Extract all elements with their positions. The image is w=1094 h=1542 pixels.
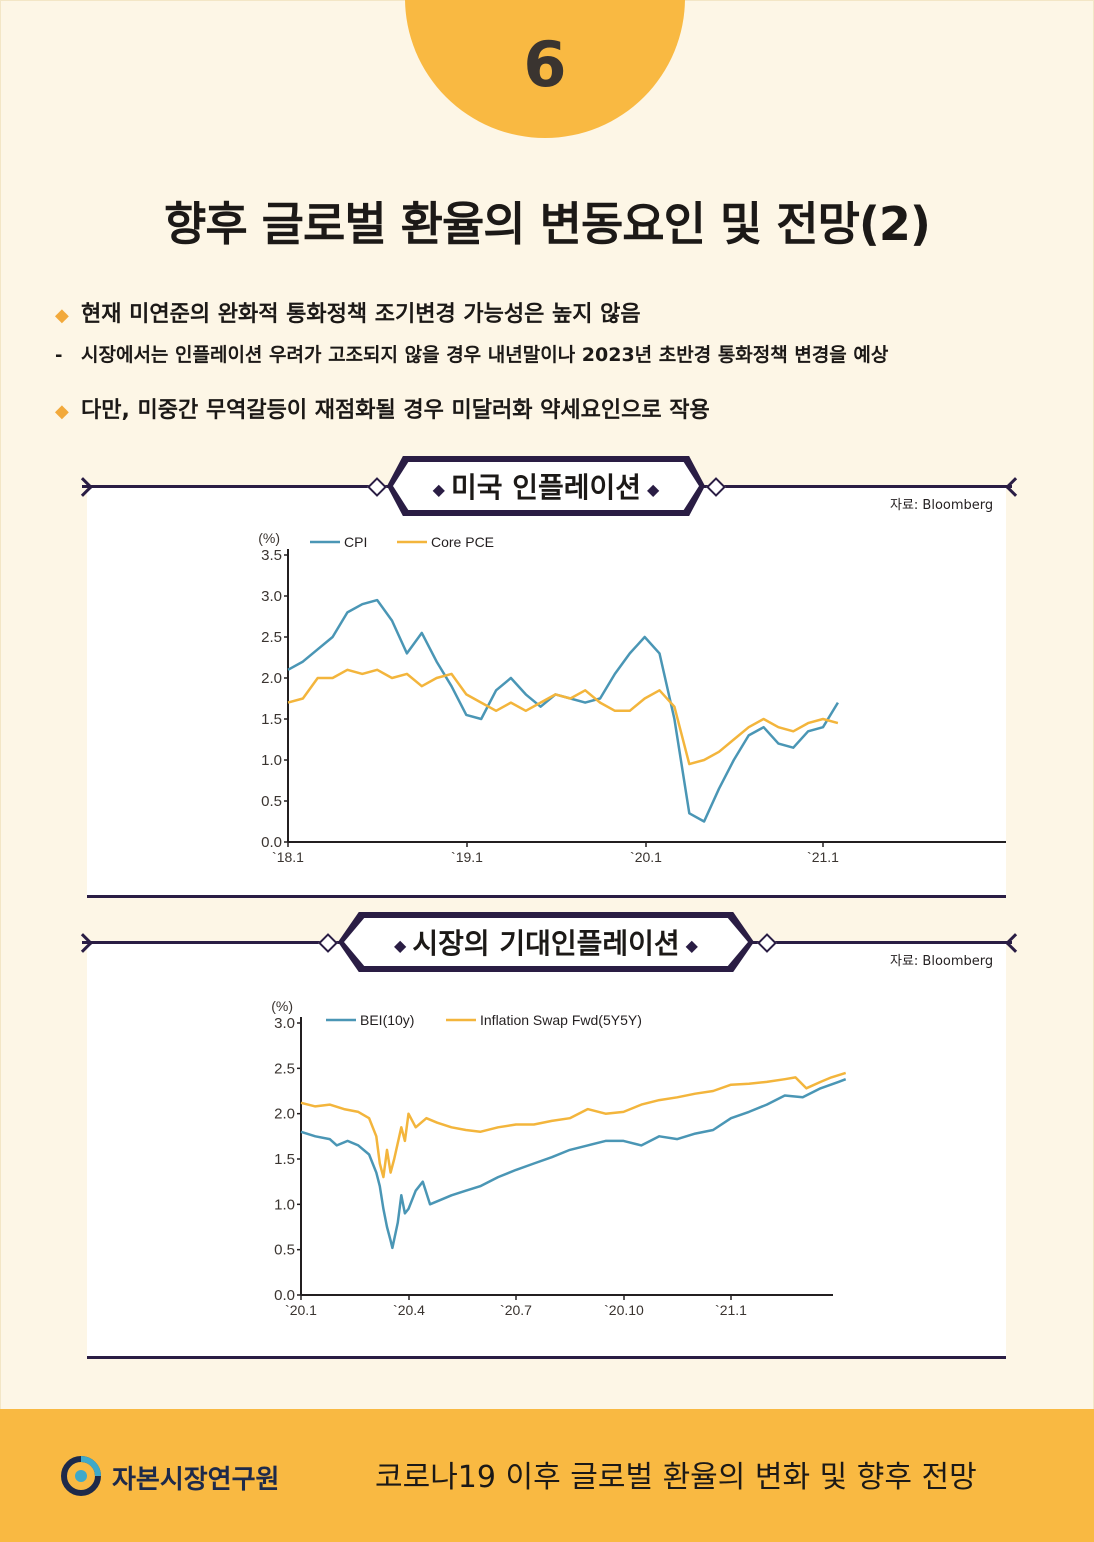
chart-title-tag-inner: [393, 462, 699, 510]
series-line-2: [287, 668, 839, 766]
x-tick-label: `21.1: [715, 1302, 747, 1318]
diamond-icon: ◆: [394, 935, 407, 955]
diamond-icon: ◆: [647, 479, 660, 499]
chart-panel-2: [87, 943, 1006, 1356]
chart-title-tag-inner: [344, 918, 748, 966]
y-tick-label: 3.5: [261, 547, 282, 564]
y-tick-label: 1.0: [261, 752, 282, 769]
x-tick-label: `20.1: [285, 1302, 317, 1318]
footer-bar: [0, 1409, 1094, 1542]
x-tick-label: `21.1: [807, 849, 839, 865]
chart-title-text: 미국 인플레이션: [450, 471, 642, 504]
chart-title-2: ◆ 시장의 기대인플레이션 ◆: [344, 922, 748, 962]
chart-title-1: ◆ 미국 인플레이션 ◆: [393, 466, 699, 506]
chart-panel-1: [87, 487, 1006, 895]
chart-title-text: 시장의 기대인플레이션: [412, 927, 680, 960]
y-tick-label: 1.5: [261, 711, 282, 728]
bullet-text: 시장에서는 인플레이션 우려가 고조되지 않을 경우 내년말이나 2023년 초…: [81, 344, 889, 366]
y-tick-label: 3.0: [261, 588, 282, 605]
y-tick-label: 0.0: [274, 1287, 295, 1304]
diamond-icon: ◆: [432, 479, 445, 499]
x-tick-label: `18.1: [272, 849, 304, 865]
y-axis-unit: (%): [258, 530, 280, 546]
chart-source-1: 자료: Bloomberg: [890, 498, 994, 513]
y-tick-label: 2.0: [261, 670, 282, 687]
x-tick-label: `20.7: [500, 1302, 532, 1318]
chart-source-2: 자료: Bloomberg: [890, 954, 994, 969]
legend-label: Core PCE: [431, 534, 494, 550]
series-line-2: [300, 1071, 847, 1179]
y-tick-label: 0.5: [274, 1242, 295, 1259]
y-tick-label: 1.0: [274, 1196, 295, 1213]
legend-label: CPI: [344, 534, 367, 550]
y-axis-unit: (%): [271, 998, 293, 1014]
report-subtitle: 코로나19 이후 글로벌 환율의 변화 및 향후 전망: [375, 1460, 977, 1495]
bullet-text: 현재 미연준의 완화적 통화정책 조기변경 가능성은 높지 않음: [81, 302, 641, 327]
diamond-bullet-icon: ◆: [55, 305, 69, 326]
page-title: 향후 글로벌 환율의 변동요인 및 전망(2): [164, 197, 931, 251]
y-tick-label: 3.0: [274, 1015, 295, 1032]
diamond-icon: ◆: [685, 935, 698, 955]
bullet-item-1: ◆ 현재 미연준의 완화적 통화정책 조기변경 가능성은 높지 않음: [55, 296, 641, 328]
x-tick-label: `20.1: [630, 849, 662, 865]
x-tick-label: `20.4: [393, 1302, 425, 1318]
series-line-1: [300, 1078, 847, 1250]
diamond-bullet-icon: ◆: [55, 401, 69, 422]
x-tick-label: `19.1: [451, 849, 483, 865]
y-tick-label: 1.5: [274, 1151, 295, 1168]
dash-bullet-icon: -: [55, 345, 63, 366]
y-tick-label: 2.0: [274, 1106, 295, 1123]
y-tick-label: 0.0: [261, 834, 282, 851]
bullet-item-2: - 시장에서는 인플레이션 우려가 고조되지 않을 경우 내년말이나 2023년 …: [55, 340, 888, 367]
legend-label: Inflation Swap Fwd(5Y5Y): [480, 1012, 642, 1028]
y-tick-label: 2.5: [274, 1060, 295, 1077]
page-number: 6: [523, 28, 567, 101]
legend-label: BEI(10y): [360, 1012, 414, 1028]
bullet-item-3: ◆ 다만, 미중간 무역갈등이 재점화될 경우 미달러화 약세요인으로 작용: [55, 392, 710, 424]
x-tick-label: `20.10: [604, 1302, 644, 1318]
y-tick-label: 2.5: [261, 629, 282, 646]
org-name: 자본시장연구원: [112, 1465, 280, 1495]
y-tick-label: 0.5: [261, 793, 282, 810]
bullet-text: 다만, 미중간 무역갈등이 재점화될 경우 미달러화 약세요인으로 작용: [81, 398, 710, 423]
kcmi-logo-icon: [61, 1456, 101, 1496]
panel-divider: [87, 1356, 1006, 1359]
panel-divider: [87, 895, 1006, 898]
